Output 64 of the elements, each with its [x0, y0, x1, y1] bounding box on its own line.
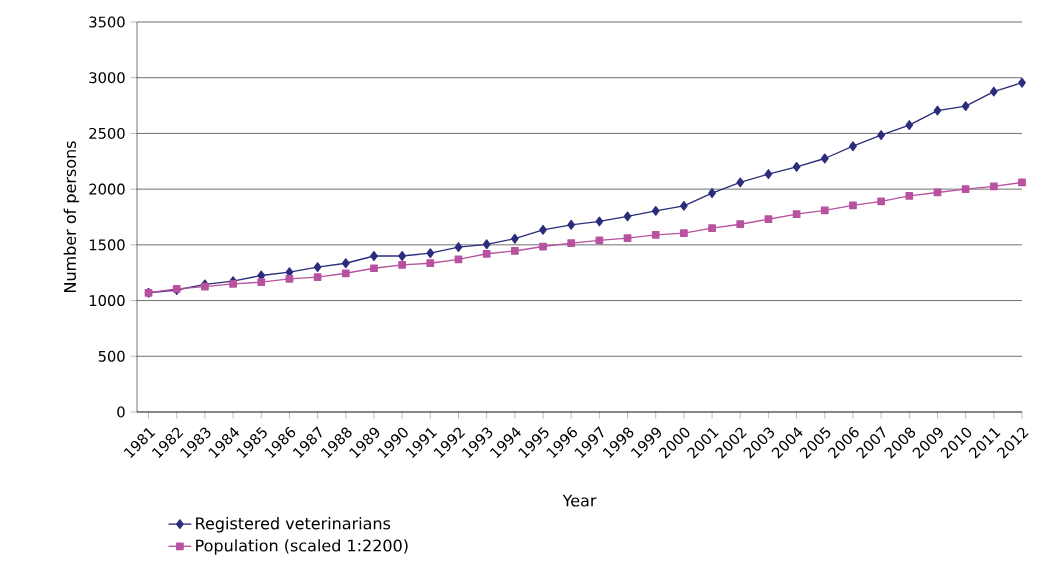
point	[370, 251, 378, 261]
point	[454, 242, 463, 253]
y-tick-label: 500	[98, 350, 125, 362]
point	[651, 230, 660, 239]
y-tick-label: 1000	[89, 295, 125, 307]
point	[764, 215, 773, 224]
legend-label: Registered veterinarians	[196, 517, 391, 533]
point	[623, 234, 632, 243]
y-axis-title: Number of persons	[63, 141, 80, 292]
point	[510, 233, 519, 244]
point	[905, 191, 914, 200]
point	[1018, 77, 1026, 88]
point	[257, 278, 266, 287]
point	[398, 261, 407, 269]
point	[398, 251, 407, 261]
y-tick-label: 3500	[89, 16, 125, 28]
y-tick-label: 0	[117, 406, 125, 418]
point	[792, 210, 801, 219]
y-tick-label: 3000	[89, 72, 125, 84]
y-tick-label: 1500	[89, 239, 125, 251]
point	[313, 262, 322, 273]
point	[539, 242, 547, 251]
point	[285, 274, 294, 283]
point	[341, 258, 350, 269]
point	[820, 153, 829, 164]
point	[651, 205, 660, 216]
point	[510, 247, 519, 255]
point	[989, 86, 998, 97]
point	[454, 255, 463, 264]
legend-label: Population (scaled 1:2200)	[196, 539, 408, 555]
point	[1018, 178, 1026, 187]
point	[736, 220, 745, 229]
point	[567, 239, 576, 248]
x-axis-title: Year	[562, 494, 597, 507]
point	[736, 177, 745, 188]
y-tick-label: 2500	[89, 127, 125, 139]
point	[905, 120, 914, 130]
point	[313, 273, 322, 282]
point	[567, 219, 576, 230]
point	[680, 229, 688, 238]
point	[989, 182, 998, 191]
point	[426, 248, 435, 259]
point	[623, 211, 632, 222]
y-tick-label: 2000	[89, 183, 125, 195]
point	[849, 141, 857, 152]
point	[708, 188, 716, 198]
point	[595, 216, 604, 227]
point	[764, 169, 773, 180]
point	[961, 185, 970, 193]
point	[370, 264, 378, 273]
point	[708, 224, 716, 232]
point	[933, 105, 942, 116]
point	[426, 259, 435, 268]
point	[341, 269, 350, 278]
point	[877, 197, 885, 206]
point	[539, 224, 547, 235]
point	[961, 101, 970, 112]
point	[849, 201, 857, 210]
point	[877, 130, 885, 141]
point	[792, 161, 801, 172]
point	[482, 239, 491, 250]
point	[482, 249, 491, 258]
point	[680, 200, 688, 211]
point	[820, 206, 829, 215]
